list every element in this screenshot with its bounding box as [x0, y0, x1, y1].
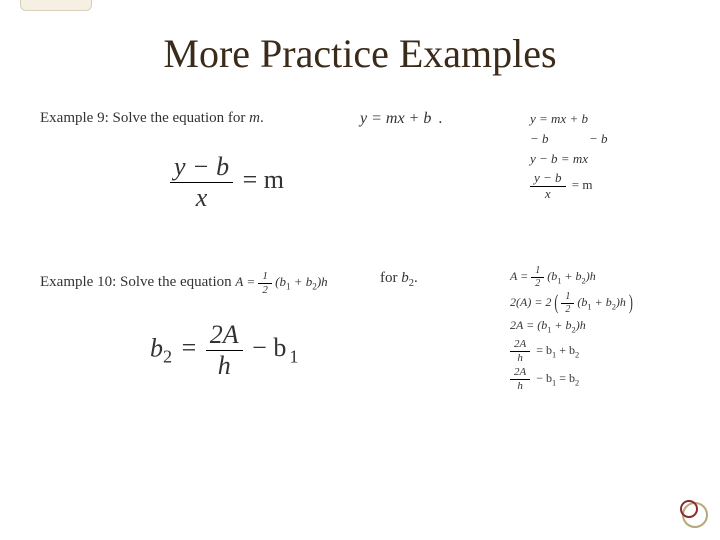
- ex10-answer-tail: − b: [249, 333, 289, 362]
- slide-title: More Practice Examples: [0, 30, 720, 77]
- ex10-eq-num: 1: [258, 270, 272, 284]
- ex9-work-l1: y = mx + b: [530, 110, 608, 128]
- ex10-work-l2-pre: 2(A) = 2: [510, 295, 551, 309]
- ex10-work-l1: A = 1 2 (b1 + b2)h: [510, 265, 633, 289]
- ex10-for: for b2.: [380, 270, 418, 289]
- ex10-work-l2-den: 2: [561, 304, 574, 316]
- ex9-period: .: [431, 110, 445, 127]
- ex10-work-l3: 2A = (b1 + b2)h: [510, 317, 633, 336]
- ex9-answer-frac: y − b x: [170, 152, 233, 213]
- ex9-work-l2-left: − b: [530, 131, 549, 146]
- ex10-work-l1-tail: (b1 + b2)h: [547, 269, 595, 283]
- ex10-work-l4: 2A h = b1 + b2: [510, 338, 633, 364]
- ex10-answer-lhs-sub: 2: [163, 347, 172, 367]
- ex10-work-l1-den: 2: [531, 278, 544, 290]
- ex10-work-l1-num: 1: [531, 265, 544, 278]
- ex9-work-l4-rhs: = m: [569, 177, 596, 192]
- ex10-work-l4-den: h: [510, 352, 530, 365]
- ex10-work-l5: 2A h − b1 = b2: [510, 366, 633, 392]
- ex10-work-l2-num: 1: [561, 291, 574, 304]
- ex9-prompt-var: m: [249, 110, 260, 126]
- ex10-work-l5-rhs: − b1 = b2: [533, 371, 582, 385]
- ex10-prompt: Example 10: Solve the equation A = 1 2 (…: [40, 270, 328, 296]
- ex10-work-l4-rhs: = b1 + b2: [533, 343, 582, 357]
- slide-tab-deco: [20, 0, 92, 11]
- ex10-answer-num: 2A: [206, 320, 243, 351]
- ex9-work-l3: y − b = mx: [530, 150, 608, 168]
- ex10-answer: b2 = 2A h − b1: [150, 320, 298, 381]
- ex9-answer-num: y − b: [170, 152, 233, 183]
- corner-deco-icon: [680, 500, 708, 528]
- ex9-work-l2: − b − b: [530, 130, 608, 148]
- ex10-work-l2: 2(A) = 2 ( 1 2 (b1 + b2)h ): [510, 291, 633, 315]
- ex9-work-l4: y − b x = m: [530, 171, 608, 202]
- ex10-answer-eq: =: [179, 333, 206, 362]
- slide: More Practice Examples Example 9: Solve …: [0, 0, 720, 540]
- ex9-work-l4-num: y − b: [530, 171, 566, 187]
- ex10-work-l5-den: h: [510, 380, 530, 393]
- ex9-work-l2-right: − b: [589, 131, 608, 146]
- ex9-equation: y = mx + b .: [360, 110, 445, 128]
- ex9-prompt-pre: Example 9: Solve the equation for: [40, 110, 249, 126]
- ex9-work-l4-den: x: [530, 187, 566, 202]
- ex9-answer: y − b x = m: [170, 152, 287, 213]
- ex10-work-l5-num: 2A: [510, 366, 530, 380]
- ex9-equation-text: y = mx + b: [360, 110, 431, 127]
- ex10-work-l2-tail: (b1 + b2)h: [577, 295, 625, 309]
- ex10-eq-A: A =: [235, 274, 255, 289]
- ex10-answer-lhs: b: [150, 333, 163, 362]
- ex10-work-l1-pre: A =: [510, 269, 531, 283]
- ex9-work: y = mx + b − b − b y − b = mx y − b x = …: [530, 110, 608, 203]
- ex10-eq-tail: (b1 + b2)h: [275, 274, 328, 289]
- ex10-answer-tail-sub: 1: [289, 347, 298, 367]
- ex10-work: A = 1 2 (b1 + b2)h 2(A) = 2 ( 1 2 (b1 + …: [510, 265, 633, 395]
- ex10-for-var: b: [401, 270, 409, 286]
- ex10-eq-den: 2: [258, 284, 272, 297]
- ex10-answer-den: h: [206, 351, 243, 381]
- ex10-prompt-pre: Example 10: Solve the equation: [40, 274, 235, 290]
- ex10-equation-inline: A = 1 2 (b1 + b2)h: [235, 274, 327, 289]
- ex9-prompt-post: .: [260, 110, 264, 126]
- ex10-for-text: for: [380, 270, 401, 286]
- slide-content: Example 9: Solve the equation for m. y =…: [40, 110, 680, 133]
- ex10-for-post: .: [414, 270, 418, 286]
- ex9-answer-den: x: [170, 183, 233, 213]
- ex10-work-l4-num: 2A: [510, 338, 530, 352]
- ex9-answer-rhs: = m: [240, 165, 287, 194]
